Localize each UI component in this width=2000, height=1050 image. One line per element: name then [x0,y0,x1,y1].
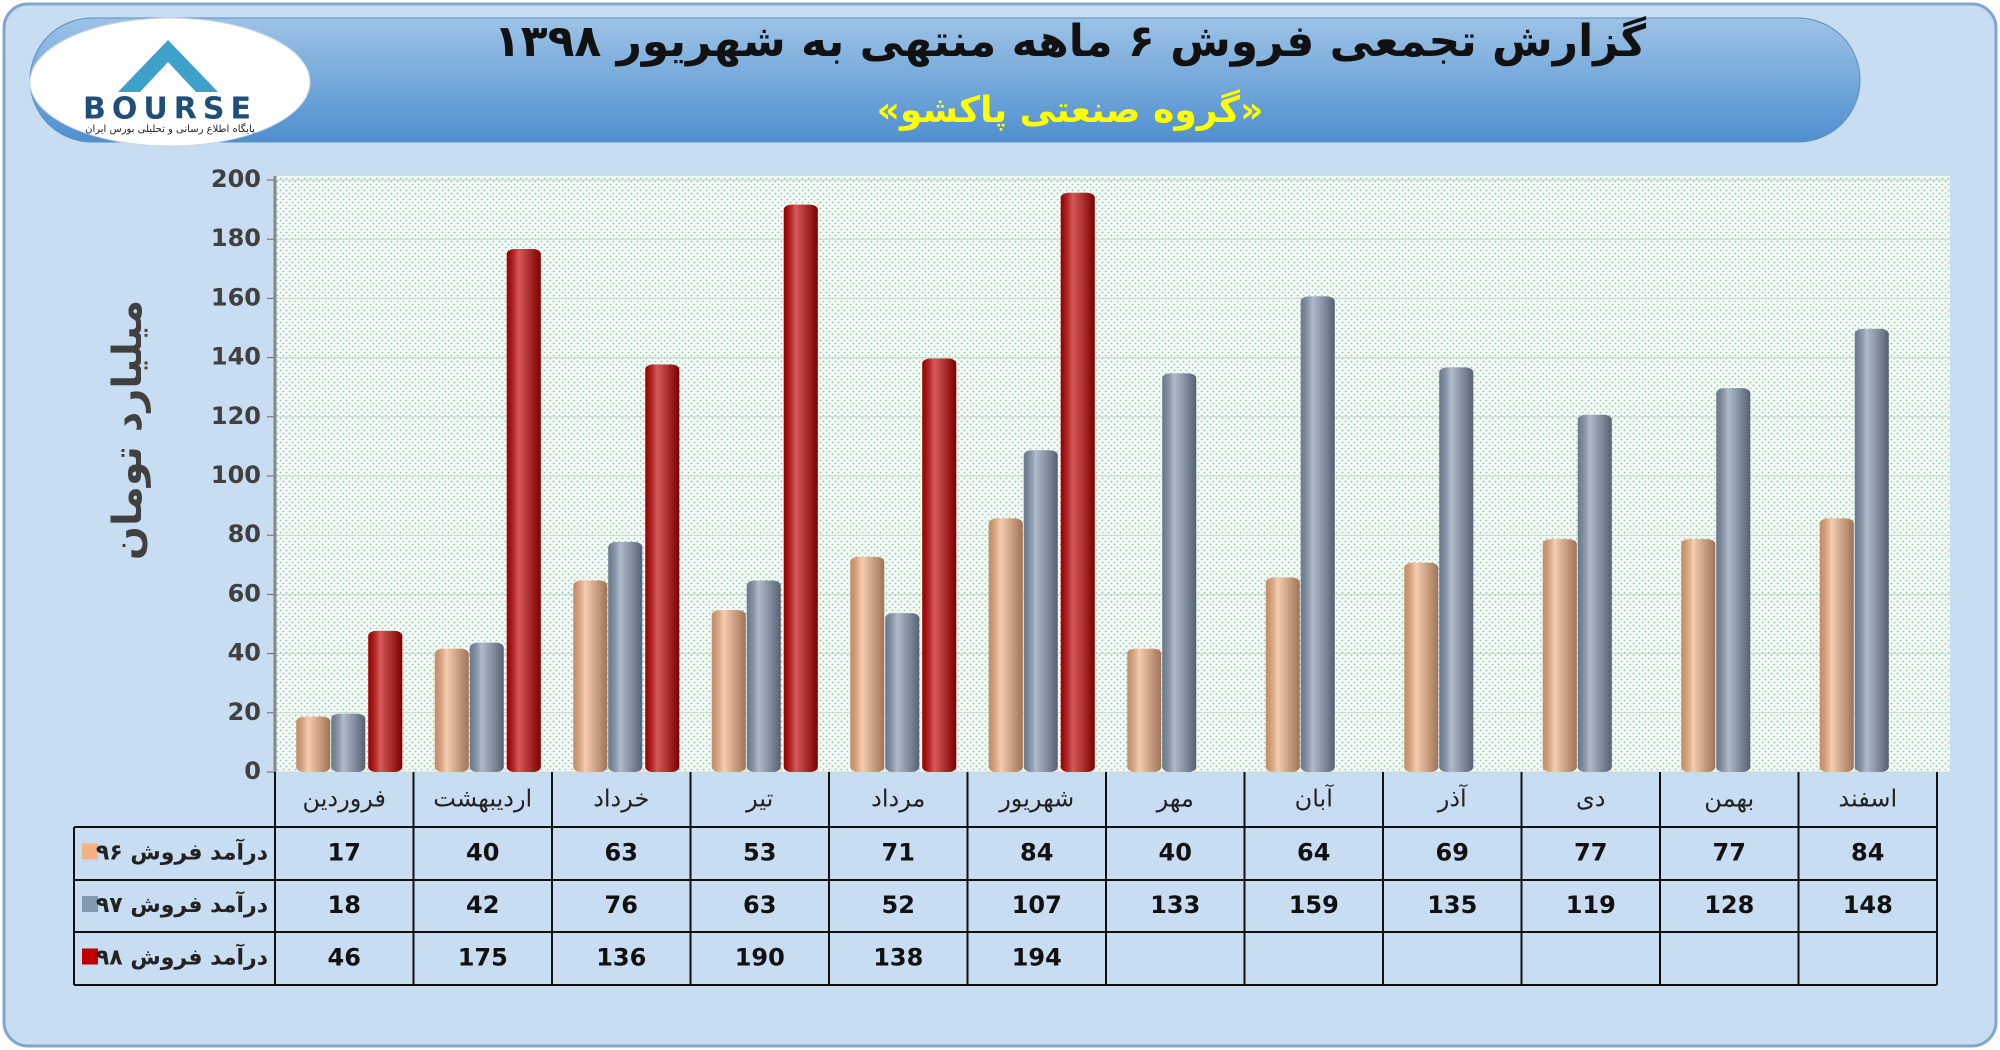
table-value: 148 [1843,891,1893,919]
bar [1577,414,1612,772]
y-tick-label: 0 [244,757,261,785]
table-value: 138 [873,944,923,972]
bar [645,364,680,772]
table-value: 190 [735,944,785,972]
bar [850,556,885,772]
bar [1162,373,1197,772]
legend-swatch [82,896,98,912]
bar [1854,328,1889,772]
table-value: 194 [1012,944,1062,972]
table-value: 84 [1851,839,1884,867]
x-tick-label: اردیبهشت [433,785,532,813]
bar [1404,562,1439,772]
y-tick-label: 20 [228,698,261,726]
table-value: 136 [596,944,646,972]
x-tick-label: خرداد [593,785,649,813]
y-axis-label: میلیارد تومان [105,300,151,560]
y-tick-label: 100 [211,461,261,489]
bar [1681,539,1716,772]
bar [608,542,643,772]
y-tick-label: 160 [211,283,261,311]
table-value: 17 [328,839,361,867]
table-value: 69 [1436,839,1469,867]
table-value: 128 [1704,891,1754,919]
bar [506,249,541,772]
legend-label: درآمد فروش ۹۸ [96,943,268,971]
table-value: 84 [1020,839,1053,867]
bar [1127,648,1162,772]
table-value: 159 [1289,891,1339,919]
y-tick-label: 120 [211,402,261,430]
bar [1265,577,1300,772]
bar [434,648,469,772]
bar [296,716,331,772]
bar [1819,518,1854,772]
bar [746,580,781,772]
legend-swatch [82,843,98,860]
y-tick-label: 180 [211,224,261,252]
plot-area [275,176,1950,772]
bar [922,358,957,772]
bar [1542,539,1577,772]
logo-background [29,17,311,147]
legend-label: درآمد فروش ۹۷ [96,890,268,918]
table-value: 63 [743,891,776,919]
y-tick-label: 60 [228,579,261,607]
table-value: 76 [605,891,638,919]
bar [885,613,920,772]
table-value: 71 [882,839,915,867]
legend-label: درآمد فروش ۹۶ [96,838,268,866]
x-tick-label: شهریور [998,785,1074,813]
x-tick-label: آذر [1437,784,1468,813]
bar [573,580,608,772]
logo-tagline: پایگاه اطلاع رسانی و تحلیلی بورس ایران [85,123,255,135]
chart-subtitle: «گروه صنعتی پاکشو» [877,89,1264,131]
bar [1716,388,1751,772]
x-tick-label: آبان [1295,784,1335,813]
table-value: 42 [466,891,499,919]
y-tick-label: 40 [228,639,261,667]
x-tick-label: فروردین [302,785,386,813]
bar [783,204,818,773]
bar [711,610,746,772]
bar [1300,296,1335,772]
table-value: 175 [458,944,508,972]
bar [1023,450,1058,772]
x-tick-label: مهر [1156,785,1194,813]
x-tick-label: دی [1576,785,1605,813]
x-tick-label: مرداد [871,785,925,813]
bar [1439,367,1474,772]
table-value: 77 [1713,839,1746,867]
bar [1060,192,1095,772]
logo-icon [118,40,218,92]
bar [469,642,504,772]
table-value: 63 [605,839,638,867]
table-value: 119 [1566,891,1616,919]
logo-text: BOURSE [83,92,257,127]
bar [368,630,403,772]
x-tick-label: بهمن [1704,785,1754,813]
table-value: 135 [1427,891,1477,919]
table-value: 40 [1159,839,1192,867]
y-tick-label: 140 [211,343,261,371]
table-value: 107 [1012,891,1062,919]
y-tick-label: 80 [228,520,261,548]
table-value: 18 [328,891,361,919]
y-tick-label: 200 [211,165,261,193]
legend-swatch [82,948,98,965]
table-value: 53 [743,839,776,867]
table-value: 52 [882,891,915,919]
x-tick-label: تیر [745,785,773,813]
bar [331,713,366,772]
x-tick-label: اسفند [1838,785,1897,813]
bar [988,518,1023,772]
chart-title: گزارش تجمعی فروش ۶ ماهه منتهی به شهریور … [494,15,1647,67]
table-value: 64 [1297,839,1330,867]
table-value: 40 [466,839,499,867]
table-value: 46 [328,944,361,972]
table-value: 133 [1150,891,1200,919]
table-value: 77 [1574,839,1607,867]
